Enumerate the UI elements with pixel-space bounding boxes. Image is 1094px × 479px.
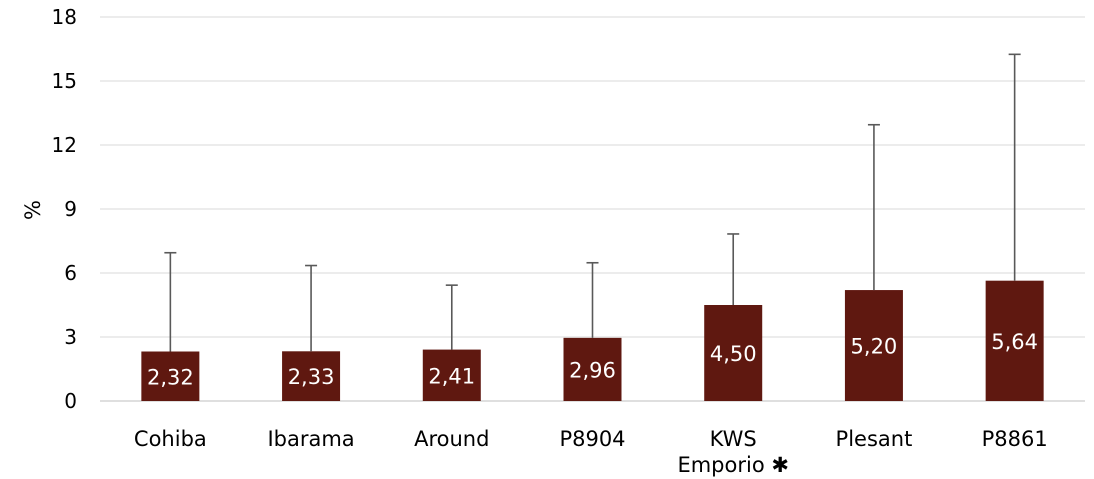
data-label: 5,20: [851, 335, 898, 359]
bar: [844, 290, 903, 401]
y-tick-label: 15: [52, 69, 77, 93]
x-category-label: P8904: [559, 427, 625, 451]
x-category-label: Cohiba: [134, 427, 207, 451]
x-category-label: Plesant: [836, 427, 913, 451]
y-axis-ticks: 0 3 6 9 12 15 18: [52, 5, 77, 413]
data-label: 2,33: [288, 365, 335, 389]
x-category-label: Around: [414, 427, 489, 451]
data-label: 5,64: [991, 330, 1038, 354]
bar: [422, 349, 481, 401]
data-label: 2,96: [569, 358, 616, 382]
x-category-label: Ibarama: [267, 427, 354, 451]
y-tick-label: 9: [64, 197, 77, 221]
bar: [563, 337, 622, 401]
y-tick-label: 18: [52, 5, 77, 29]
x-category-label: Emporio ✱: [677, 453, 789, 477]
y-tick-label: 0: [64, 389, 77, 413]
data-label: 2,41: [428, 364, 475, 388]
data-label: 2,32: [147, 365, 194, 389]
bars: [141, 280, 1044, 401]
bar: [282, 351, 341, 401]
bar: [985, 280, 1044, 401]
bar: [704, 305, 763, 401]
y-tick-label: 3: [64, 325, 77, 349]
x-category-label: KWS: [710, 427, 757, 451]
x-category-label: P8861: [982, 427, 1048, 451]
error-bars: [164, 53, 1021, 352]
y-tick-label: 12: [52, 133, 77, 157]
data-labels: 2,32 2,33 2,41 2,96 4,50 5,20 5,64: [147, 330, 1038, 389]
bar: [141, 351, 200, 401]
y-tick-label: 6: [64, 261, 77, 285]
data-label: 4,50: [710, 342, 757, 366]
y-axis-title: %: [21, 200, 45, 220]
